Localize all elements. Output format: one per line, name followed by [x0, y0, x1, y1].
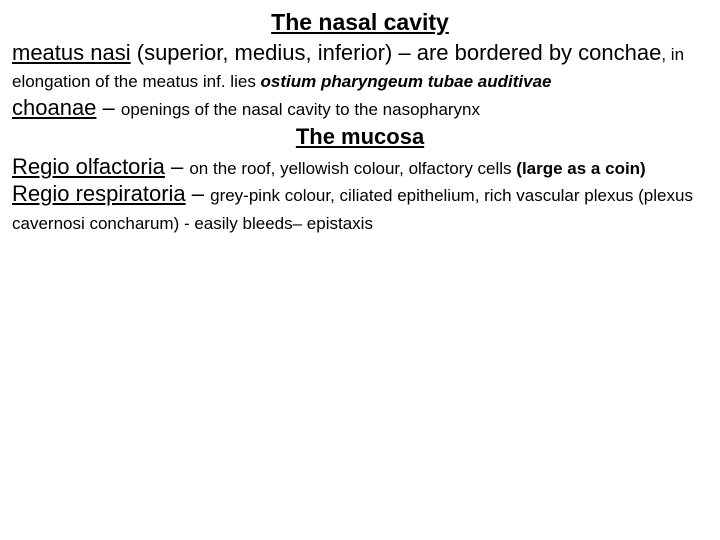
term-choanae: choanae [12, 95, 96, 120]
title-mucosa: The mucosa [12, 123, 708, 151]
term-regio-respiratoria: Regio respiratoria [12, 181, 186, 206]
term-regio-olfactoria: Regio olfactoria [12, 154, 165, 179]
text-choanae-body: openings of the nasal cavity to the naso… [121, 100, 480, 119]
dash-respiratoria: – [186, 181, 210, 206]
term-ostium: ostium pharyngeum tubae auditivae [261, 72, 552, 91]
text-olfactoria-bold: (large as a coin) [516, 159, 645, 178]
term-meatus-nasi: meatus nasi [12, 40, 131, 65]
paragraph-olfactoria: Regio olfactoria – on the roof, yellowis… [12, 153, 708, 181]
text-olfactoria-body: on the roof, yellowish colour, olfactory… [189, 159, 516, 178]
title-nasal-cavity: The nasal cavity [12, 8, 708, 37]
dash-choanae: – [96, 95, 120, 120]
paragraph-meatus: meatus nasi (superior, medius, inferior)… [12, 39, 708, 94]
text-meatus-body: (superior, medius, inferior) – are borde… [131, 40, 662, 65]
dash-olfactoria: – [165, 154, 189, 179]
paragraph-respiratoria: Regio respiratoria – grey-pink colour, c… [12, 180, 708, 235]
paragraph-choanae: choanae – openings of the nasal cavity t… [12, 94, 708, 122]
